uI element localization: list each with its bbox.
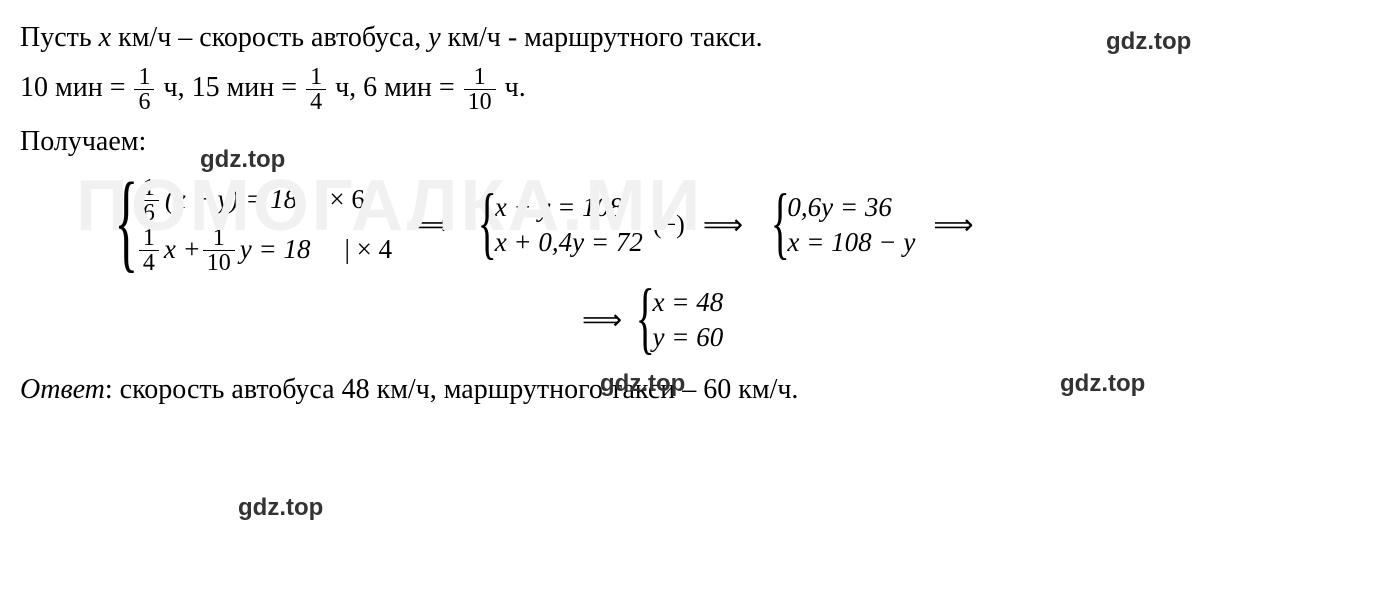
sys2-r1: x + y = 108 — [495, 190, 643, 225]
left-brace-icon: { — [478, 191, 497, 255]
frac-num: 1 — [464, 65, 496, 90]
system-4: { x = 48 y = 60 — [626, 285, 723, 355]
problem-setup-line: Пусть x км/ч – скорость автобуса, y км/ч… — [20, 18, 1380, 57]
fraction-1-10: 1 10 — [464, 65, 496, 114]
variable-y: y — [428, 22, 440, 53]
sys1-r2-note: | × 4 — [345, 231, 393, 269]
system-3: { 0,6y = 36 x = 108 − y — [761, 190, 915, 260]
sys4-r1: x = 48 — [653, 285, 724, 320]
text-prefix: Пусть — [20, 22, 99, 53]
sys1-r1-note: | × 6 — [317, 181, 365, 219]
text-unit1: км/ч – скорость автобуса, — [111, 22, 428, 53]
conv-b-min: 15 мин = — [192, 72, 304, 103]
frac-num: 1 — [203, 226, 235, 251]
text-unit2: км/ч - маршрутного такси. — [441, 22, 763, 53]
fraction-1-6b: 1 6 — [139, 176, 159, 225]
conv-c-unit: ч. — [505, 72, 526, 103]
left-brace-icon: { — [771, 191, 790, 255]
implies-arrow-icon: ⟹ — [582, 301, 622, 340]
frac-den: 4 — [139, 251, 159, 275]
implies-arrow-icon: ⟹ — [410, 206, 450, 245]
implies-arrow-icon: ⟹ — [933, 206, 973, 245]
conv-a-min: 10 мин = — [20, 72, 132, 103]
sys1-r2-rest: y = 18 — [240, 231, 311, 269]
left-brace-icon: { — [636, 286, 655, 350]
sys1-r2-mid: x + — [164, 231, 201, 269]
sys4-r2: y = 60 — [653, 320, 724, 355]
frac-den: 10 — [464, 90, 496, 114]
frac-num: 1 — [139, 176, 159, 201]
sys1-r1-expr: (x + y) = 18 — [165, 181, 297, 219]
watermark-gdz-5: gdz.top — [238, 494, 323, 522]
equation-systems-row: { 1 6 (x + y) = 18 | × 6 1 4 x + — [100, 175, 1380, 275]
variable-x: x — [99, 22, 111, 53]
conv-a-unit: ч, — [163, 72, 191, 103]
final-system-row: ⟹ { x = 48 y = 60 — [578, 285, 1380, 355]
implies-arrow-icon: ⟹ — [703, 206, 743, 245]
left-brace-icon: { — [115, 180, 139, 263]
document-body: Пусть x км/ч – скорость автобуса, y км/ч… — [0, 0, 1400, 409]
frac-num: 1 — [134, 65, 154, 90]
sys3-r2: x = 108 − y — [787, 225, 915, 260]
conv-c-min: 6 мин = — [363, 72, 461, 103]
system-1: { 1 6 (x + y) = 18 | × 6 1 4 x + — [100, 175, 392, 275]
answer-text: : скорость автобуса 48 км/ч, маршрутного… — [105, 374, 799, 405]
sys3-r1: 0,6y = 36 — [787, 190, 915, 225]
subtract-note: (−) — [653, 207, 685, 243]
fraction-1-6: 1 6 — [134, 65, 154, 114]
derive-label: Получаем: — [20, 122, 1380, 161]
frac-den: 10 — [203, 251, 235, 275]
answer-label: Ответ — [20, 374, 105, 405]
answer-line: Ответ: скорость автобуса 48 км/ч, маршру… — [20, 370, 1380, 409]
frac-num: 1 — [306, 65, 326, 90]
system-2: { x + y = 108 x + 0,4y = 72 — [468, 190, 643, 260]
fraction-1-4b: 1 4 — [139, 226, 159, 275]
frac-num: 1 — [139, 226, 159, 251]
frac-den: 6 — [134, 90, 154, 114]
frac-den: 4 — [306, 90, 326, 114]
time-conversion-line: 10 мин = 1 6 ч, 15 мин = 1 4 ч, 6 мин = … — [20, 65, 1380, 114]
fraction-1-10b: 1 10 — [203, 226, 235, 275]
frac-den: 6 — [139, 201, 159, 225]
sys2-r2: x + 0,4y = 72 — [495, 225, 643, 260]
conv-b-unit: ч, — [335, 72, 363, 103]
fraction-1-4: 1 4 — [306, 65, 326, 114]
